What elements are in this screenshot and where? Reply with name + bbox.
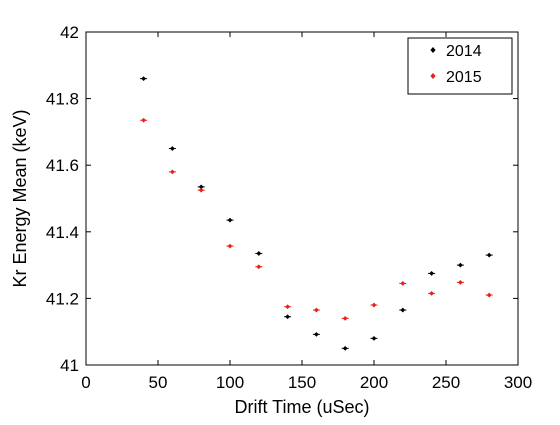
point-marker (429, 271, 434, 276)
point-marker (170, 146, 175, 151)
point-marker (198, 187, 204, 193)
legend-label-2015: 2015 (446, 69, 482, 86)
data-point-2014 (428, 271, 436, 276)
point-marker (314, 307, 319, 313)
y-tick-label: 41.8 (46, 90, 79, 109)
point-marker (256, 251, 262, 256)
y-tick-label: 41.4 (46, 223, 79, 242)
data-point-2015 (197, 187, 205, 193)
x-tick-label: 200 (360, 373, 388, 392)
point-marker (198, 184, 204, 190)
legend-label-2014: 2014 (446, 43, 482, 60)
legend-marker-2015 (430, 73, 436, 79)
data-point-2015 (312, 307, 320, 313)
legend-box (407, 37, 513, 95)
point-marker (141, 117, 146, 123)
data-marks (140, 76, 493, 351)
y-tick-label: 41.6 (46, 156, 79, 175)
y-axis-label: Kr Energy Mean (keV) (10, 109, 30, 287)
data-point-2015 (341, 315, 349, 321)
point-marker (227, 243, 233, 249)
x-tick-label: 50 (149, 373, 168, 392)
point-marker (371, 335, 377, 341)
y-tick-label: 42 (60, 23, 79, 42)
x-tick-label: 0 (81, 373, 90, 392)
x-tick-label: 100 (216, 373, 244, 392)
point-marker (314, 331, 319, 337)
point-marker (141, 76, 146, 82)
x-tick-label: 250 (432, 373, 460, 392)
point-marker (400, 281, 406, 286)
data-point-2015 (370, 302, 378, 308)
data-point-2015 (140, 117, 148, 123)
point-marker (486, 292, 492, 298)
data-point-2015 (456, 280, 464, 285)
data-point-2014 (255, 251, 263, 256)
point-marker (458, 262, 463, 268)
data-point-2015 (485, 292, 493, 298)
data-point-2014 (370, 335, 378, 341)
x-tick-label: 150 (288, 373, 316, 392)
data-point-2014 (197, 184, 205, 190)
x-axis-label: Drift Time (uSec) (234, 397, 369, 417)
x-axis-ticks: 0 50 100 150 200 250 300 (81, 32, 532, 392)
point-marker (400, 307, 406, 313)
data-point-2015 (255, 264, 263, 270)
data-point-2015 (399, 281, 407, 286)
point-marker (170, 169, 175, 175)
point-marker (285, 304, 290, 310)
point-marker (429, 291, 434, 296)
point-marker (371, 302, 377, 308)
point-marker (342, 315, 348, 321)
data-point-2014 (312, 331, 320, 337)
legend: 2014 2015 (407, 37, 513, 95)
data-point-2014 (485, 252, 493, 258)
point-marker (227, 217, 233, 223)
data-point-2014 (399, 307, 407, 313)
data-point-2014 (140, 76, 148, 82)
y-axis-ticks: 41 41.2 41.4 41.6 41.8 42 (46, 23, 518, 375)
point-marker (486, 252, 492, 258)
data-point-2014 (456, 262, 464, 268)
data-point-2014 (226, 217, 234, 223)
data-point-2014 (341, 345, 349, 351)
y-tick-label: 41 (60, 356, 79, 375)
data-point-2015 (284, 304, 292, 310)
point-marker (342, 345, 348, 351)
x-tick-label: 300 (504, 373, 532, 392)
y-tick-label: 41.2 (46, 289, 79, 308)
legend-marker-2014 (430, 47, 436, 53)
data-point-2015 (428, 291, 436, 296)
point-marker (256, 264, 262, 270)
point-marker (458, 280, 463, 285)
data-point-2014 (168, 146, 176, 151)
data-point-2014 (284, 314, 292, 320)
data-point-2015 (168, 169, 176, 175)
data-point-2015 (226, 243, 234, 249)
point-marker (285, 314, 290, 320)
